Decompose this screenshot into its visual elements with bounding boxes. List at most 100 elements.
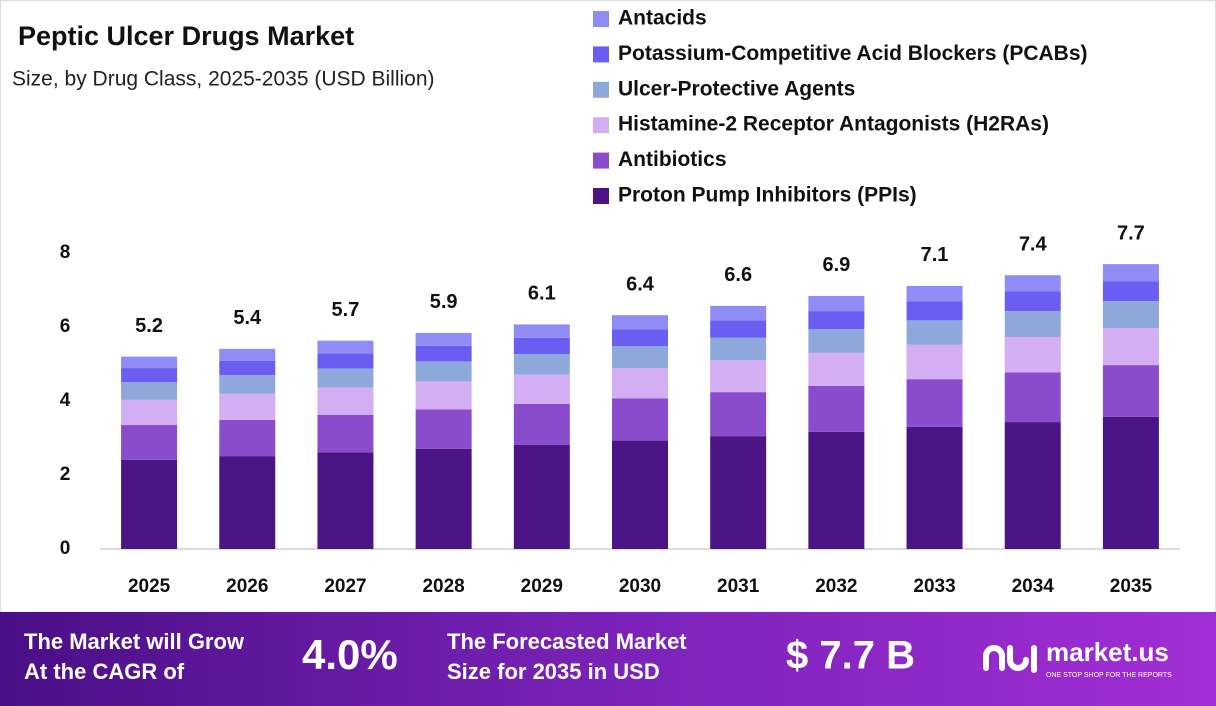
legend-swatch xyxy=(593,117,609,134)
bar-segment xyxy=(710,305,767,321)
bar-segment xyxy=(219,348,276,361)
x-tick-label: 2032 xyxy=(815,576,857,597)
x-tick-label: 2035 xyxy=(1110,576,1153,597)
bar-segment xyxy=(906,344,963,380)
bar-segment xyxy=(415,361,472,382)
bar-segment xyxy=(219,393,276,420)
cagr-text: The Market will Grow xyxy=(24,629,245,654)
bar-segment xyxy=(1004,372,1061,423)
bar-segment xyxy=(612,398,668,441)
bar-segment xyxy=(317,387,374,415)
bar-segment xyxy=(513,324,570,338)
bar-segment xyxy=(1102,301,1159,329)
bar-segment xyxy=(219,360,276,376)
bar-segment xyxy=(1102,281,1159,302)
bar-segment xyxy=(1102,416,1159,549)
bar-segment xyxy=(1004,422,1061,549)
x-tick-label: 2034 xyxy=(1012,576,1055,597)
bar-segment xyxy=(906,320,963,345)
bar-segment xyxy=(317,353,374,369)
forecast-text: Size for 2035 in USD xyxy=(447,659,660,684)
bar-segment xyxy=(1004,275,1061,292)
brand: market.us xyxy=(1046,637,1169,667)
bar-segment xyxy=(513,374,570,404)
bar-segment xyxy=(906,301,963,321)
y-tick-label: 6 xyxy=(60,316,71,337)
total-label: 5.7 xyxy=(332,299,360,321)
bar-segment xyxy=(612,346,668,369)
bar-segment xyxy=(121,425,178,460)
chart-title: Peptic Ulcer Drugs Market xyxy=(18,21,354,51)
total-label: 7.1 xyxy=(921,244,949,266)
y-tick-label: 0 xyxy=(60,538,71,559)
y-tick-label: 2 xyxy=(60,464,71,485)
x-tick-label: 2029 xyxy=(521,576,563,597)
bar-segment xyxy=(1004,311,1061,337)
bar-segment xyxy=(710,320,767,338)
bar-segment xyxy=(513,444,570,549)
bar-segment xyxy=(317,368,374,388)
bar-segment xyxy=(121,382,178,400)
bar-segment xyxy=(808,329,865,353)
total-label: 7.7 xyxy=(1117,222,1145,244)
bar-segment xyxy=(415,345,472,362)
bar-segment xyxy=(219,456,276,549)
bar-segment xyxy=(612,315,668,330)
x-tick-label: 2025 xyxy=(128,576,171,597)
total-label: 7.4 xyxy=(1019,233,1048,255)
legend-swatch xyxy=(593,152,609,169)
bar-segment xyxy=(906,379,963,427)
bar-segment xyxy=(808,295,865,312)
bar-segment xyxy=(415,332,472,346)
x-tick-label: 2026 xyxy=(226,576,268,597)
bar-segment xyxy=(808,431,865,549)
total-label: 6.6 xyxy=(724,264,752,286)
legend-swatch xyxy=(593,81,609,98)
y-tick-label: 8 xyxy=(60,242,71,263)
total-label: 5.9 xyxy=(430,291,458,313)
bar-segment xyxy=(513,354,570,375)
bar-segment xyxy=(906,285,963,302)
forecast-text: The Forecasted Market xyxy=(447,629,687,654)
x-tick-label: 2030 xyxy=(619,576,661,597)
bar-segment xyxy=(513,403,570,445)
bar-segment xyxy=(906,426,963,549)
legend-label: Antibiotics xyxy=(618,148,727,171)
bar-segment xyxy=(808,385,865,432)
bar-segment xyxy=(121,399,178,426)
bar-segment xyxy=(710,392,767,437)
bar-segment xyxy=(317,414,374,453)
bar-segment xyxy=(710,360,767,393)
total-label: 6.1 xyxy=(528,283,556,305)
x-tick-label: 2033 xyxy=(913,576,955,597)
bar-segment xyxy=(317,340,374,354)
brand-logo xyxy=(983,645,1037,673)
chart-subtitle: Size, by Drug Class, 2025-2035 (USD Bill… xyxy=(12,68,435,91)
bar-segment xyxy=(1004,336,1061,373)
bar-segment xyxy=(1102,365,1159,417)
x-tick-label: 2028 xyxy=(422,576,464,597)
footer: The Market will Grow At the CAGR of 4.0%… xyxy=(0,612,1216,706)
bar-segment xyxy=(219,375,276,394)
total-label: 5.2 xyxy=(135,315,163,337)
footer-band xyxy=(0,612,1216,706)
bar-segment xyxy=(121,356,178,369)
cagr-value: 4.0% xyxy=(302,631,398,678)
y-tick-label: 4 xyxy=(60,390,71,411)
bar-segment xyxy=(121,459,178,549)
legend-swatch xyxy=(593,188,609,204)
cagr-text: At the CAGR of xyxy=(24,659,185,684)
total-label: 6.4 xyxy=(626,273,655,295)
bar-segment xyxy=(612,329,668,347)
forecast-value: $ 7.7 B xyxy=(786,634,915,678)
bar-segment xyxy=(415,409,472,449)
bar-segment xyxy=(1004,291,1061,312)
x-tick-label: 2031 xyxy=(717,576,760,597)
legend-label: Antacids xyxy=(618,7,707,30)
bar-segment xyxy=(415,381,472,410)
legend-swatch xyxy=(593,11,609,27)
bar-segment xyxy=(1102,328,1159,366)
legend-label: Ulcer-Protective Agents xyxy=(618,77,855,100)
bar-segment xyxy=(1102,264,1159,282)
